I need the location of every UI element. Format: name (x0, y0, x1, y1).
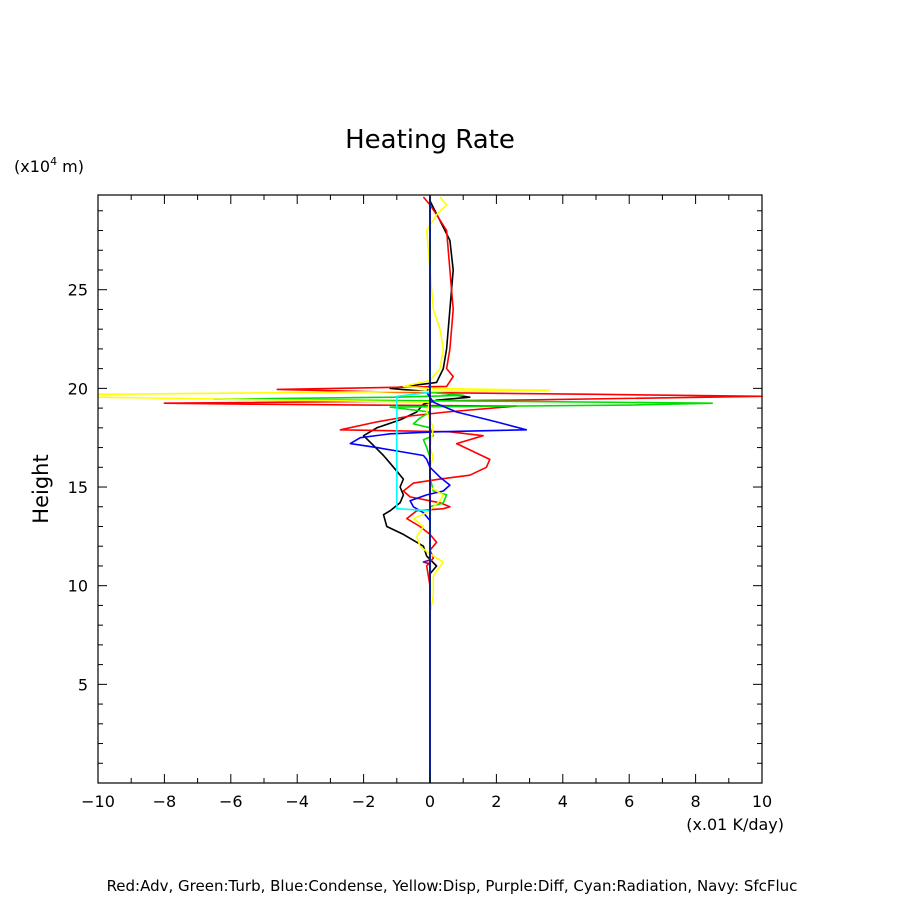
tick-label-layer: −10 −8 −6 −4 −2 0 2 4 6 8 10 10 15 20 25 5 (68, 281, 773, 811)
y-tick-label: 25 (68, 281, 88, 300)
series-layer (97, 195, 763, 783)
y-unit-tail: m) (57, 157, 84, 176)
ticks-layer (97, 195, 763, 783)
x-tick-label: 2 (491, 792, 501, 811)
x-tick-label: −6 (219, 792, 243, 811)
x-tick-label: −10 (81, 792, 115, 811)
series-line-5 (97, 196, 551, 614)
x-tick-label: −2 (352, 792, 376, 811)
x-tick-label: 8 (691, 792, 701, 811)
y-tick-label: 15 (68, 478, 88, 497)
x-tick-label: 6 (624, 792, 634, 811)
y-tick-label: 20 (68, 379, 88, 398)
y-axis-unit: (x104 m) (14, 155, 84, 176)
y-unit-base: (x10 (14, 157, 50, 176)
series-line-3 (213, 197, 713, 783)
chart-title: Heating Rate (345, 125, 515, 155)
series-line-1 (362, 200, 471, 783)
x-tick-label: 0 (425, 792, 435, 811)
series-line-2 (163, 196, 763, 783)
legend-caption: Red:Adv, Green:Turb, Blue:Condense, Yell… (107, 877, 798, 895)
x-tick-label: 10 (752, 792, 772, 811)
x-tick-label: −4 (285, 792, 309, 811)
y-tick-label: 10 (68, 577, 88, 596)
series-line-6 (422, 197, 431, 783)
series-line-7 (396, 197, 431, 783)
x-axis-label: (x.01 K/day) (686, 815, 784, 834)
y-tick-label: 5 (78, 675, 88, 694)
series-line-4 (349, 197, 528, 783)
plot-frame (97, 194, 763, 784)
x-tick-label: −8 (153, 792, 177, 811)
x-tick-label: 4 (558, 792, 568, 811)
y-unit-exponent: 4 (50, 155, 57, 168)
y-axis-label: Height (29, 454, 53, 523)
